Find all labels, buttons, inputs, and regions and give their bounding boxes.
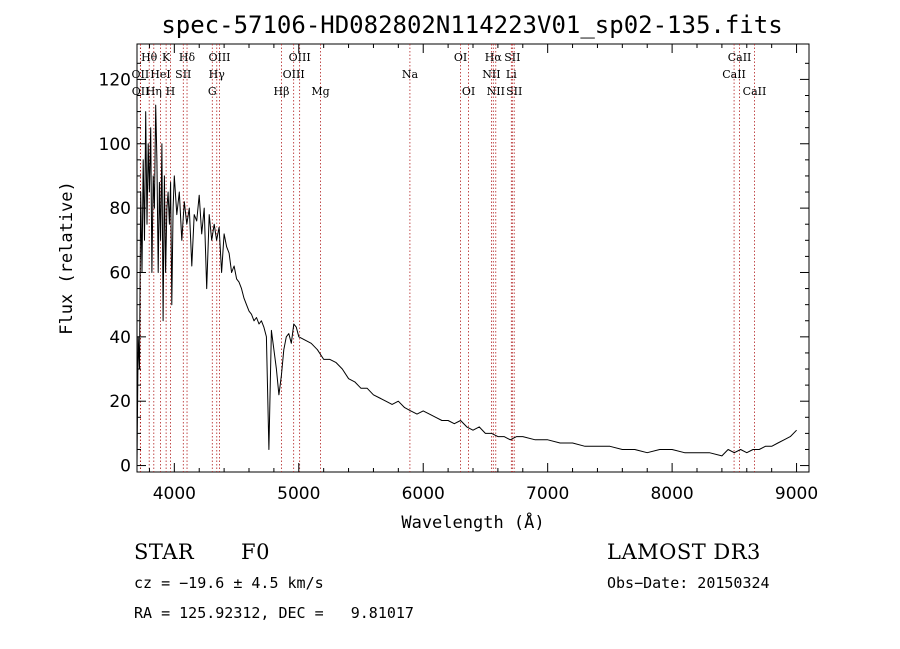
spectral-line-label: OII — [132, 85, 150, 98]
spectrum-series — [136, 104, 797, 466]
spectral-line-label: Hβ — [274, 85, 290, 98]
spectrum-line — [136, 104, 797, 466]
y-axis-ticks: 0 20 40 60 80 100 120 — [99, 62, 809, 477]
spectral-line-label: NII — [482, 68, 500, 81]
x-tick-label: 5000 — [277, 484, 320, 504]
x-tick-label: 8000 — [650, 484, 693, 504]
observation-date: Obs−Date: 20150324 — [607, 574, 770, 592]
y-tick-label: 0 — [120, 457, 131, 477]
y-axis-label: Flux (relative) — [57, 181, 77, 335]
spectral-line-label: OI — [462, 85, 475, 98]
x-axis-ticks: 4000 5000 6000 7000 8000 9000 — [148, 44, 818, 504]
spectral-line-label: CaII — [743, 85, 767, 98]
y-tick-label: 120 — [99, 70, 131, 90]
spectral-line-label: HeI — [150, 68, 170, 81]
spectral-line-label: Hα — [485, 51, 503, 64]
spectral-line-label: H — [166, 85, 176, 98]
spectral-line-label: G — [208, 85, 217, 98]
spectral-line-label: Hγ — [209, 68, 226, 81]
spectral-line-label: Hδ — [179, 51, 196, 64]
spectral-line-label: OIII — [289, 51, 311, 64]
plot-frame — [136, 43, 810, 473]
y-tick-label: 40 — [109, 328, 131, 348]
y-tick-label: 60 — [109, 263, 131, 283]
x-tick-label: 4000 — [153, 484, 196, 504]
x-tick-label: 7000 — [526, 484, 569, 504]
spectral-line-label: Hη — [146, 85, 162, 98]
y-tick-label: 20 — [109, 392, 131, 412]
spectral-line-label: OII — [132, 68, 150, 81]
spectral-line-label: CaII — [728, 51, 752, 64]
spectral-line-label: OIII — [208, 51, 230, 64]
spectral-line-label: K — [162, 51, 171, 64]
x-axis-label: Wavelength (Å) — [401, 511, 544, 533]
redshift-cz: cz = −19.6 ± 4.5 km/s — [134, 574, 324, 592]
object-class: STAR — [134, 540, 195, 564]
object-subclass: F0 — [241, 540, 270, 564]
spectral-line-label: SII — [175, 68, 191, 81]
coordinates: RA = 125.92312, DEC = 9.81017 — [134, 604, 414, 622]
spectral-line-label: Mg — [311, 85, 329, 98]
spectral-line-markers — [139, 44, 755, 472]
chart-title: spec-57106-HD082802N114223V01_sp02-135.f… — [161, 11, 782, 39]
x-tick-label: 9000 — [775, 484, 818, 504]
y-tick-label: 100 — [99, 135, 131, 155]
spectral-line-label: Li — [506, 68, 517, 81]
spectral-line-label: SII — [504, 51, 520, 64]
spectral-line-labels: HθOIIOIIHηHeIKHSIIHδGHγOIIIHβOIIIOIIIMgN… — [132, 51, 767, 98]
spectral-line-label: Na — [402, 68, 419, 81]
spectral-line-label: CaII — [722, 68, 746, 81]
spectral-line-label: Hθ — [141, 51, 158, 64]
spectral-line-label: SII — [506, 85, 522, 98]
spectral-line-label: OI — [454, 51, 467, 64]
spectral-line-label: OIII — [283, 68, 305, 81]
y-tick-label: 80 — [109, 199, 131, 219]
spectral-line-label: NII — [487, 85, 505, 98]
survey-name: LAMOST DR3 — [607, 540, 761, 564]
x-tick-label: 6000 — [402, 484, 445, 504]
